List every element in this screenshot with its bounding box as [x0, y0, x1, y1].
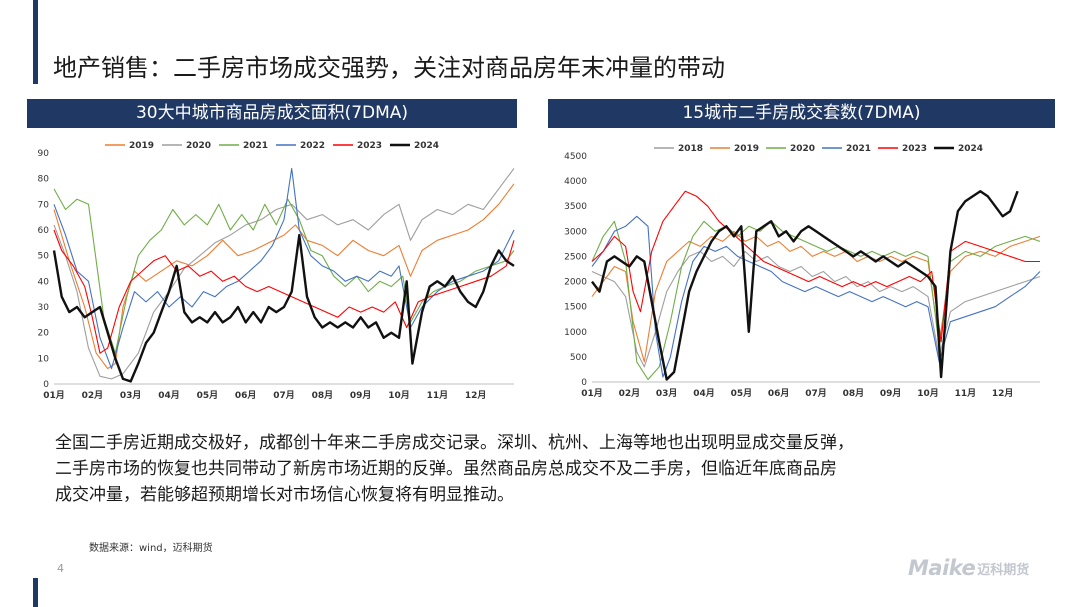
legend-label-2020: 2020: [790, 144, 815, 154]
series-line-2020: [53, 168, 515, 380]
y-tick-label: 3000: [564, 227, 587, 237]
series-line-2023: [591, 190, 1040, 343]
x-tick-label: 05月: [731, 388, 753, 399]
y-tick-label: 2000: [564, 278, 587, 288]
legend-label-2021: 2021: [243, 141, 268, 151]
legend-label-2022: 2022: [300, 141, 325, 151]
y-tick-label: 30: [38, 303, 50, 313]
y-tick-label: 20: [38, 329, 50, 339]
x-tick-label: 01月: [43, 390, 65, 401]
x-tick-label: 02月: [619, 388, 641, 399]
x-tick-label: 07月: [805, 388, 827, 399]
y-tick-label: 0: [43, 380, 49, 390]
chart-1-title: 30大中城市商品房成交面积(7DMA): [27, 99, 517, 128]
x-tick-label: 06月: [768, 388, 790, 399]
x-tick-label: 10月: [388, 390, 410, 401]
logo-mark: Maike: [908, 556, 976, 580]
x-tick-label: 08月: [843, 388, 865, 399]
y-tick-label: 60: [38, 226, 50, 236]
x-tick-label: 10月: [917, 388, 939, 399]
x-tick-label: 09月: [880, 388, 902, 399]
logo-name: 迈科期货: [977, 562, 1030, 578]
x-tick-label: 12月: [465, 390, 487, 401]
y-tick-label: 80: [38, 175, 50, 185]
series-line-2024: [591, 190, 1019, 381]
series-line-2023: [53, 229, 515, 354]
x-tick-label: 06月: [235, 390, 257, 401]
series-line-2022: [53, 167, 515, 370]
y-tick-label: 90: [38, 149, 50, 159]
x-tick-label: 03月: [120, 390, 142, 401]
summary-line-1: 全国二手房近期成交极好，成都创十年来二手房成交记录。深圳、杭州、上海等地也出现明…: [55, 433, 854, 453]
y-tick-label: 500: [570, 353, 587, 363]
series-line-2018: [591, 250, 1041, 368]
series-line-2021: [591, 215, 1041, 378]
x-tick-label: 04月: [158, 390, 180, 401]
x-tick-label: 02月: [82, 390, 104, 401]
legend-label-2019: 2019: [734, 144, 759, 154]
y-tick-label: 10: [38, 354, 50, 364]
x-tick-label: 03月: [656, 388, 678, 399]
x-tick-label: 01月: [581, 388, 603, 399]
summary-line-2: 二手房市场的恢复也共同带动了新房市场近期的反弹。虽然商品房总成交不及二手房，但临…: [55, 459, 837, 479]
legend-label-2024: 2024: [414, 141, 439, 151]
y-tick-label: 3500: [564, 202, 587, 212]
x-tick-label: 07月: [273, 390, 295, 401]
series-line-2024: [52, 233, 515, 383]
y-tick-label: 4500: [564, 152, 587, 162]
summary-paragraph: 全国二手房近期成交极好，成都创十年来二手房成交记录。深圳、杭州、上海等地也出现明…: [55, 430, 1045, 508]
legend-label-2020: 2020: [186, 141, 211, 151]
x-tick-label: 11月: [955, 388, 977, 399]
x-tick-label: 12月: [992, 388, 1014, 399]
accent-bar-bottom: [33, 578, 38, 607]
page-title: 地产销售：二手房市场成交强势，关注对商品房年末冲量的带动: [53, 54, 725, 82]
legend-label-2023: 2023: [902, 144, 927, 154]
chart-2-second-hand-chart: 0 500 1000 1500 2000 2500 3000 3500 4000 4500 01月 0…: [564, 144, 1041, 399]
company-logo: Maike 迈科期货: [908, 556, 1029, 580]
chart-1-area-chart: 0 10 20 30 40 50 60 70 80 90 01月 02月 03月 04月 05月 06月 07月…: [38, 141, 515, 401]
legend-label-2021: 2021: [846, 144, 871, 154]
x-tick-label: 08月: [312, 390, 334, 401]
summary-line-3: 成交冲量，若能够超预期增长对市场信心恢复将有明显推动。: [55, 485, 514, 505]
y-tick-label: 0: [581, 378, 587, 388]
page-number: 4: [57, 562, 64, 575]
data-source: 数据来源：wind，迈科期货: [89, 543, 213, 554]
legend-label-2024: 2024: [958, 144, 983, 154]
y-tick-label: 1000: [564, 328, 587, 338]
chart-2-title: 15城市二手房成交套数(7DMA): [548, 99, 1055, 128]
legend-label-2018: 2018: [678, 144, 703, 154]
x-tick-label: 04月: [693, 388, 715, 399]
y-tick-label: 70: [38, 200, 50, 210]
x-tick-label: 11月: [427, 390, 449, 401]
y-tick-label: 1500: [564, 303, 587, 313]
y-tick-label: 50: [38, 252, 50, 262]
accent-bar-top: [33, 0, 38, 84]
legend-label-2023: 2023: [357, 141, 382, 151]
legend-label-2019: 2019: [129, 141, 154, 151]
y-tick-label: 2500: [564, 252, 587, 262]
y-tick-label: 4000: [564, 177, 587, 187]
y-tick-label: 40: [38, 277, 50, 287]
x-tick-label: 09月: [350, 390, 372, 401]
x-tick-label: 05月: [197, 390, 219, 401]
